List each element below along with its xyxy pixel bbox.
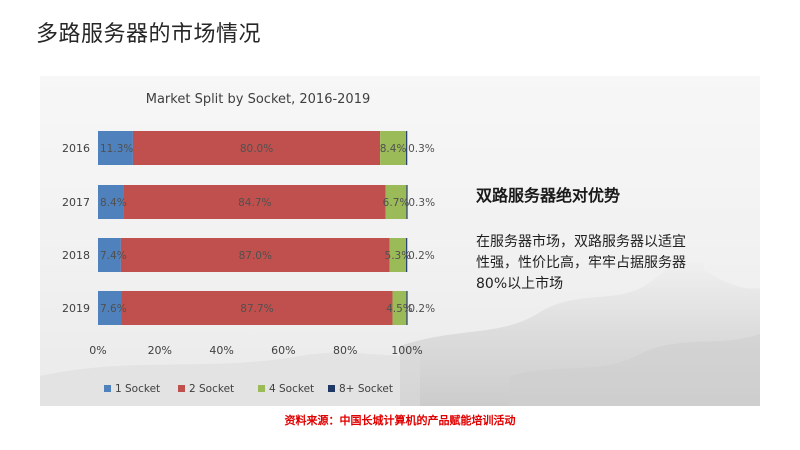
legend-label: 8+ Socket (339, 383, 393, 395)
data-label: 4.5% (386, 303, 413, 315)
y-tick-label: 2018 (62, 249, 90, 262)
bar-segment (98, 238, 121, 272)
legend-swatch (104, 385, 111, 392)
x-tick-label: 100% (391, 344, 422, 357)
data-label: 7.4% (100, 250, 127, 262)
x-tick-label: 0% (89, 344, 106, 357)
data-label: 5.3% (385, 250, 412, 262)
chart-bars: 2016 11.3% 80.0% 8.4% 0.3%2017 8.4% 84.7% 6.7% 0… (62, 131, 435, 325)
legend-swatch (258, 385, 265, 392)
data-label: 7.6% (100, 303, 127, 315)
data-label: 8.4% (100, 197, 127, 209)
data-label: 0.3% (408, 143, 435, 155)
y-tick-label: 2019 (62, 302, 90, 315)
data-label: 6.7% (383, 197, 410, 209)
bar-segment (98, 291, 122, 325)
source-note: 资料来源：中国长城计算机的产品赋能培训活动 (284, 414, 516, 427)
data-label: 87.0% (239, 250, 272, 262)
data-label: 80.0% (240, 143, 273, 155)
chart-legend: 1 Socket 2 Socket 4 Socket 8+ Socket (104, 383, 393, 395)
chart-title: Market Split by Socket, 2016-2019 (146, 92, 371, 107)
x-tick-label: 40% (209, 344, 233, 357)
advantage-text-line: 80%以上市场 (476, 276, 564, 292)
legend-swatch (328, 385, 335, 392)
bar-segment (392, 291, 407, 325)
bar-segment (406, 185, 408, 219)
advantage-text-line: 在服务器市场，双路服务器以适宜 (476, 234, 686, 250)
data-label: 0.3% (408, 197, 435, 209)
bar-segment (380, 131, 407, 165)
bar-segment (132, 131, 381, 165)
x-tick-label: 80% (333, 344, 357, 357)
legend-label: 4 Socket (269, 383, 314, 395)
bar-segment (389, 238, 407, 272)
advantage-text: 在服务器市场，双路服务器以适宜 性强，性价比高，牢牢占据服务器 80%以上市场 (476, 232, 686, 295)
bar-segment (98, 131, 133, 165)
bar-segment (385, 185, 407, 219)
legend-label: 2 Socket (189, 383, 234, 395)
advantage-text-line: 性强，性价比高，牢牢占据服务器 (476, 255, 686, 271)
bar-segment (123, 185, 386, 219)
slide-title: 多路服务器的市场情况 (36, 22, 262, 47)
data-label: 84.7% (238, 197, 271, 209)
great-wall-watermark (40, 254, 760, 406)
bar-segment (121, 291, 393, 325)
y-tick-label: 2016 (62, 142, 90, 155)
y-tick-label: 2017 (62, 196, 90, 209)
legend-swatch (178, 385, 185, 392)
bar-segment (406, 238, 408, 272)
bar-segment (406, 131, 408, 165)
x-tick-label: 20% (148, 344, 172, 357)
bar-segment (406, 291, 408, 325)
data-label: 8.4% (380, 143, 407, 155)
bar-segment (98, 185, 124, 219)
chart-axis-ticks: 0% 20% 40% 60% 80% 100% (89, 344, 422, 357)
advantage-heading: 双路服务器绝对优势 (476, 186, 621, 205)
legend-label: 1 Socket (115, 383, 160, 395)
data-label: 87.7% (240, 303, 273, 315)
data-label: 0.2% (408, 250, 435, 262)
data-label: 11.3% (100, 143, 133, 155)
bar-segment (120, 238, 390, 272)
data-label: 0.2% (408, 303, 435, 315)
x-tick-label: 60% (271, 344, 295, 357)
